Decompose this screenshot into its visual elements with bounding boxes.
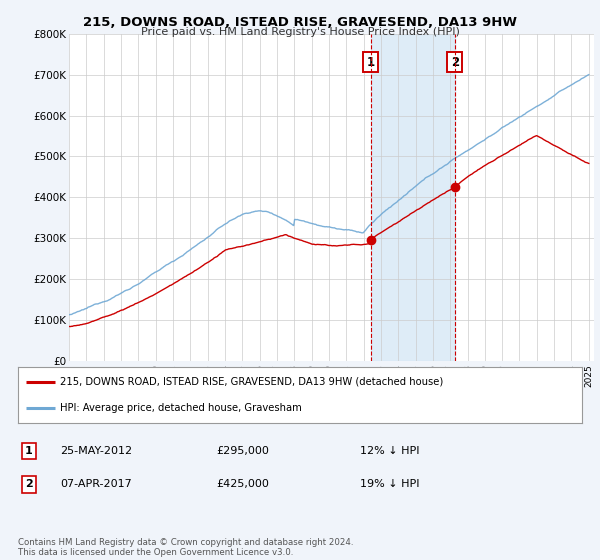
Text: 215, DOWNS ROAD, ISTEAD RISE, GRAVESEND, DA13 9HW: 215, DOWNS ROAD, ISTEAD RISE, GRAVESEND,…	[83, 16, 517, 29]
Text: 07-APR-2017: 07-APR-2017	[60, 479, 132, 489]
Text: HPI: Average price, detached house, Gravesham: HPI: Average price, detached house, Grav…	[60, 403, 302, 413]
Text: £425,000: £425,000	[216, 479, 269, 489]
Text: 19% ↓ HPI: 19% ↓ HPI	[360, 479, 419, 489]
Text: Price paid vs. HM Land Registry's House Price Index (HPI): Price paid vs. HM Land Registry's House …	[140, 27, 460, 37]
Text: 1: 1	[367, 56, 375, 69]
Text: 215, DOWNS ROAD, ISTEAD RISE, GRAVESEND, DA13 9HW (detached house): 215, DOWNS ROAD, ISTEAD RISE, GRAVESEND,…	[60, 377, 443, 387]
Text: Contains HM Land Registry data © Crown copyright and database right 2024.
This d: Contains HM Land Registry data © Crown c…	[18, 538, 353, 557]
Text: 25-MAY-2012: 25-MAY-2012	[60, 446, 132, 456]
Text: £295,000: £295,000	[216, 446, 269, 456]
Text: 1: 1	[25, 446, 32, 456]
Text: 2: 2	[25, 479, 32, 489]
Bar	[371, 34, 455, 361]
Text: 2: 2	[451, 56, 459, 69]
Text: 12% ↓ HPI: 12% ↓ HPI	[360, 446, 419, 456]
